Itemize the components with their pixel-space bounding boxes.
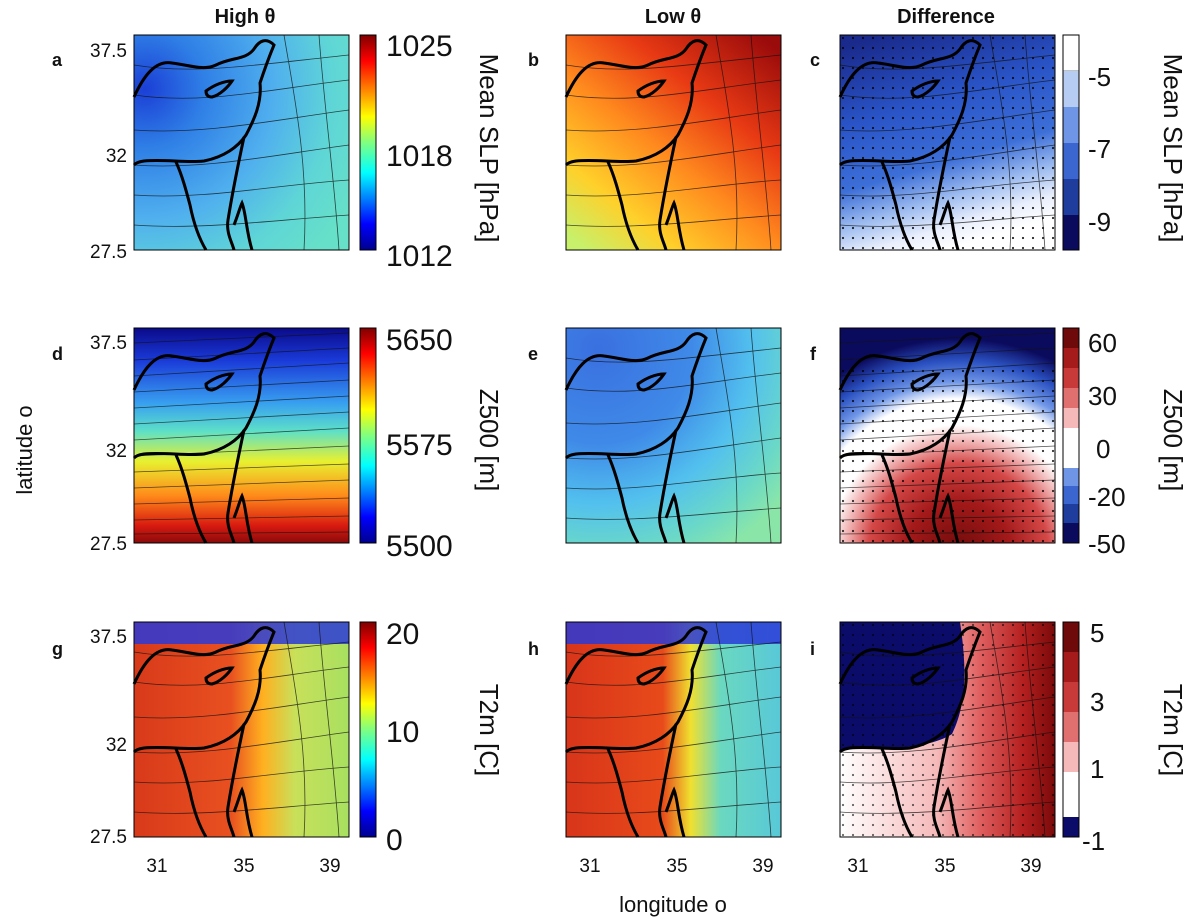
lon-tick: 39 (1020, 856, 1041, 877)
colorbar-tick: 5650 (386, 324, 453, 357)
lat-tick-top: 37.5 (90, 41, 127, 62)
colorbar-label: Mean SLP [hPa] (474, 54, 504, 243)
lon-tick: 31 (579, 856, 600, 877)
lon-tick: 31 (847, 856, 868, 877)
colorbar-label: Mean SLP [hPa] (1158, 54, 1188, 243)
column-title-high: High θ (215, 6, 276, 28)
colorbar-z500: 5650 5575 5500 Z500 [m] (359, 324, 504, 563)
map-panel-g-t2m-high (132, 621, 350, 839)
colorbar-label: T2m [C] (474, 684, 504, 776)
lon-ticks-col1: 31 35 39 (146, 856, 340, 877)
colorbar-tick: 5500 (386, 530, 453, 563)
colorbar-slp: 1025 1018 1012 Mean SLP [hPa] (359, 30, 504, 273)
lat-ticks-row3: 37.5 32 27.5 (90, 627, 127, 848)
map-panel-a-slp-high (132, 34, 350, 252)
colorbar-tick: 5575 (386, 429, 453, 462)
colorbar-label: T2m [C] (1158, 684, 1188, 776)
lat-tick-mid: 32 (106, 146, 127, 167)
lon-ticks-col3: 31 35 39 (847, 856, 1041, 877)
map-panel-b-slp-low (564, 34, 782, 252)
lat-tick-mid: 32 (106, 441, 127, 462)
column-title-low: Low θ (645, 6, 701, 28)
colorbar-label: Z500 [m] (1158, 389, 1188, 492)
colorbar-tick: 30 (1088, 381, 1117, 411)
map-panel-i-t2m-difference (838, 621, 1056, 839)
colorbar-tick: -1 (1082, 826, 1105, 856)
lat-tick-top: 37.5 (90, 333, 127, 354)
colorbar-tick: 1012 (386, 240, 453, 273)
colorbar-tick: 5 (1090, 618, 1104, 648)
colorbar-tick: 20 (386, 618, 419, 651)
lat-tick-bottom: 27.5 (90, 534, 127, 555)
panel-letter-h: h (528, 639, 539, 659)
colorbar-t2m: 20 10 0 T2m [C] (359, 618, 504, 857)
colorbar-tick: 1 (1090, 754, 1104, 784)
lon-tick: 35 (666, 856, 687, 877)
lat-ticks-row2: 37.5 32 27.5 (90, 333, 127, 555)
lon-tick: 35 (934, 856, 955, 877)
colorbar-tick: 0 (386, 824, 403, 857)
panel-letter-f: f (810, 344, 817, 364)
colorbar-tick: -9 (1088, 207, 1111, 237)
colorbar-tick: 3 (1090, 687, 1104, 717)
lat-tick-mid: 32 (106, 735, 127, 756)
colorbar-tick: -7 (1088, 134, 1111, 164)
column-title-difference: Difference (897, 6, 995, 28)
colorbar-tick: -20 (1088, 482, 1126, 512)
panel-letter-g: g (52, 639, 63, 659)
panel-letter-e: e (528, 344, 538, 364)
panel-letter-c: c (810, 50, 820, 70)
lat-ticks-row1: 37.5 32 27.5 (90, 41, 127, 263)
panel-letter-b: b (528, 50, 539, 70)
colorbar-t2m-difference: 5 3 1 -1 T2m [C] (1062, 618, 1188, 856)
x-axis-label: longitude o (619, 892, 727, 917)
colorbar-tick: 1025 (386, 30, 453, 63)
panel-letter-i: i (810, 639, 815, 659)
colorbar-tick: -5 (1088, 62, 1111, 92)
map-panel-f-z500-difference (838, 327, 1056, 545)
lon-tick: 39 (319, 856, 340, 877)
panel-letter-d: d (52, 344, 63, 364)
colorbar-slp-difference: -5 -7 -9 Mean SLP [hPa] (1062, 34, 1188, 251)
map-panel-h-t2m-low (564, 621, 782, 839)
map-panel-c-slp-difference (838, 34, 1056, 252)
lat-tick-top: 37.5 (90, 627, 127, 648)
lat-tick-bottom: 27.5 (90, 242, 127, 263)
colorbar-tick: 1018 (386, 140, 453, 173)
colorbar-z500-difference: 60 30 0 -20 -50 Z500 [m] (1062, 327, 1188, 559)
map-panel-e-z500-low (564, 327, 782, 545)
y-axis-label: latitude o (12, 405, 37, 494)
lon-tick: 35 (233, 856, 254, 877)
lon-tick: 31 (146, 856, 167, 877)
lon-tick: 39 (752, 856, 773, 877)
lat-tick-bottom: 27.5 (90, 827, 127, 848)
panel-letter-a: a (52, 50, 63, 70)
colorbar-tick: 10 (386, 716, 419, 749)
colorbar-tick: 60 (1088, 328, 1117, 358)
colorbar-tick: -50 (1088, 529, 1126, 559)
lon-ticks-col2: 31 35 39 (579, 856, 773, 877)
colorbar-label: Z500 [m] (474, 389, 504, 492)
map-panel-d-z500-high (132, 327, 350, 545)
colorbar-tick: 0 (1096, 434, 1110, 464)
